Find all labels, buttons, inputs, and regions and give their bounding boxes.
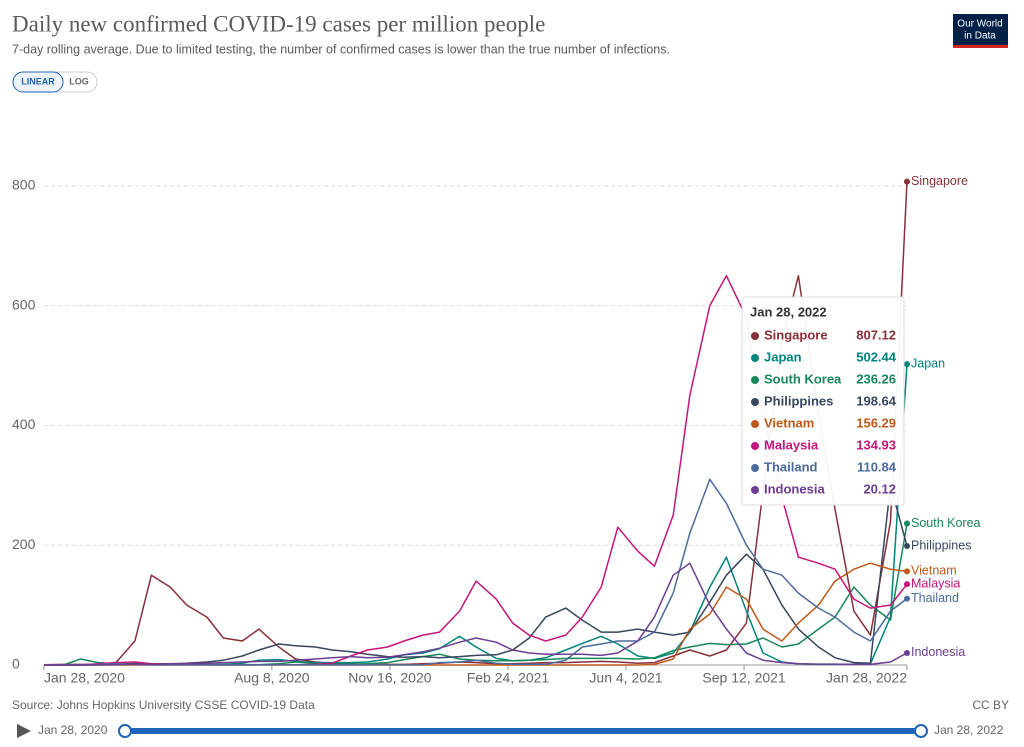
y-tick-label: 400 (12, 416, 36, 432)
tooltip-value: 236.26 (856, 371, 896, 386)
tooltip-value: 110.84 (857, 459, 897, 474)
chart-subtitle: 7-day rolling average. Due to limited te… (12, 42, 670, 56)
log-label[interactable]: LOG (69, 76, 89, 86)
play-button[interactable] (17, 724, 31, 738)
x-tick-label: Sep 12, 2021 (702, 670, 786, 686)
tooltip-swatch (751, 354, 759, 362)
tooltip-value: 198.64 (856, 393, 897, 408)
end-point (904, 178, 910, 185)
end-point (904, 568, 910, 575)
tooltip-value: 20.12 (863, 481, 896, 496)
tooltip-date: Jan 28, 2022 (750, 304, 827, 319)
series-line (44, 478, 908, 666)
x-tick-label: Jan 28, 2020 (44, 670, 125, 686)
logo-box (953, 14, 1008, 48)
y-tick-label: 600 (12, 296, 36, 312)
source: Source: Johns Hopkins University CSSE CO… (12, 698, 315, 712)
tooltip-name: South Korea (764, 371, 842, 386)
end-point (904, 581, 910, 588)
timeline: Jan 28, 2020 Jan 28, 2022 (17, 723, 1004, 738)
tooltip-name: Malaysia (764, 437, 819, 452)
x-tick-label: Nov 16, 2020 (348, 670, 431, 686)
license: CC BY (972, 698, 1009, 712)
tooltip-swatch (751, 332, 759, 340)
tooltip-value: 502.44 (856, 349, 897, 364)
series-line (44, 562, 908, 666)
tooltip-name: Japan (764, 349, 802, 364)
timeline-handle[interactable] (118, 724, 132, 738)
tooltip-value: 156.29 (856, 415, 896, 430)
timeline-start: Jan 28, 2020 (38, 723, 108, 737)
tooltip-swatch (751, 376, 759, 384)
x-tick-label: Jan 28, 2022 (826, 670, 907, 686)
end-point (904, 649, 910, 656)
scale-toggle: LINEAR LOG (12, 71, 98, 93)
series-label: Singapore (911, 174, 968, 188)
tooltip-name: Indonesia (764, 481, 825, 496)
linear-label[interactable]: LINEAR (21, 76, 55, 86)
series-label: Thailand (911, 591, 959, 605)
tooltip-swatch (751, 398, 759, 406)
tooltip-name: Vietnam (764, 415, 814, 430)
timeline-track[interactable] (125, 728, 921, 734)
series-label: Philippines (911, 538, 971, 552)
x-tick-label: Feb 24, 2021 (467, 670, 550, 686)
tooltip-value: 807.12 (856, 327, 896, 342)
y-tick-label: 800 (12, 177, 36, 193)
series-label: Vietnam (911, 564, 957, 578)
series-label: South Korea (911, 516, 981, 530)
tooltip-swatch (751, 420, 759, 428)
tooltip-swatch (751, 464, 759, 472)
y-tick-label: 200 (12, 536, 36, 552)
tooltip-value: 134.93 (856, 437, 896, 452)
linear-button[interactable] (12, 71, 64, 93)
chart-title: Daily new confirmed COVID-19 cases per m… (12, 11, 545, 36)
series-label: Indonesia (911, 645, 965, 659)
end-point (904, 595, 910, 602)
series-label: Malaysia (911, 576, 960, 590)
logo-text: Our World (957, 19, 1002, 30)
tooltip-name: Philippines (764, 393, 833, 408)
timeline-handle[interactable] (914, 724, 928, 738)
end-point (904, 361, 910, 368)
logo[interactable]: Our World in Data (953, 14, 1008, 48)
plot-area: 0 200 400 600 800 Jan 28, 2020 Aug 8, 2020 Nov … (12, 174, 981, 686)
series-line (44, 562, 908, 666)
tooltip-name: Thailand (764, 459, 818, 474)
x-tick-label: Aug 8, 2020 (234, 670, 310, 686)
end-point (904, 520, 910, 527)
logo-text: in Data (964, 31, 996, 42)
series-label: Japan (911, 356, 945, 370)
timeline-end: Jan 28, 2022 (934, 723, 1004, 737)
end-point (904, 543, 910, 550)
tooltip-swatch (751, 486, 759, 494)
tooltip-swatch (751, 442, 759, 450)
tooltip (741, 296, 905, 506)
y-tick-label: 0 (12, 656, 20, 672)
logo-stripe (953, 45, 1008, 48)
tooltip-name: Singapore (764, 327, 828, 342)
x-tick-label: Jun 4, 2021 (589, 670, 662, 686)
